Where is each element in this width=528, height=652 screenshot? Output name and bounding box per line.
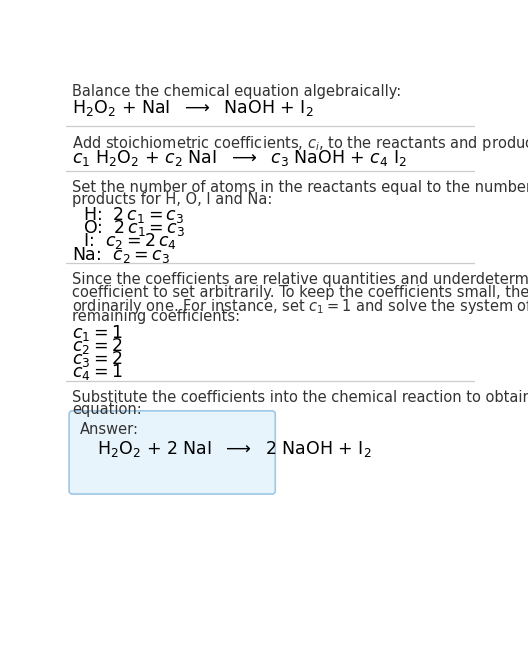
- FancyBboxPatch shape: [69, 411, 275, 494]
- Text: ordinarily one. For instance, set $c_1 = 1$ and solve the system of equations fo: ordinarily one. For instance, set $c_1 =…: [72, 297, 528, 316]
- Text: $c_2 = 2$: $c_2 = 2$: [72, 336, 122, 356]
- Text: Na:  $c_2 = c_3$: Na: $c_2 = c_3$: [72, 244, 170, 265]
- Text: Since the coefficients are relative quantities and underdetermined, choose a: Since the coefficients are relative quan…: [72, 273, 528, 288]
- Text: remaining coefficients:: remaining coefficients:: [72, 309, 240, 324]
- Text: Add stoichiometric coefficients, $c_i$, to the reactants and products:: Add stoichiometric coefficients, $c_i$, …: [72, 134, 528, 153]
- Text: coefficient to set arbitrarily. To keep the coefficients small, the arbitrary va: coefficient to set arbitrarily. To keep …: [72, 285, 528, 300]
- Text: I:  $c_2 = 2\,c_4$: I: $c_2 = 2\,c_4$: [83, 231, 177, 252]
- Text: $c_1 = 1$: $c_1 = 1$: [72, 323, 122, 343]
- Text: $\mathrm{H_2O_2}$ + NaI  $\longrightarrow$  NaOH + $\mathrm{I_2}$: $\mathrm{H_2O_2}$ + NaI $\longrightarrow…: [72, 98, 314, 118]
- Text: products for H, O, I and Na:: products for H, O, I and Na:: [72, 192, 272, 207]
- Text: H:  $2\,c_1 = c_3$: H: $2\,c_1 = c_3$: [83, 205, 184, 226]
- Text: equation:: equation:: [72, 402, 142, 417]
- Text: Set the number of atoms in the reactants equal to the number of atoms in the: Set the number of atoms in the reactants…: [72, 180, 528, 195]
- Text: $c_4 = 1$: $c_4 = 1$: [72, 363, 122, 382]
- Text: Balance the chemical equation algebraically:: Balance the chemical equation algebraica…: [72, 84, 401, 99]
- Text: Answer:: Answer:: [80, 422, 139, 437]
- Text: $c_3 = 2$: $c_3 = 2$: [72, 349, 122, 369]
- Text: Substitute the coefficients into the chemical reaction to obtain the balanced: Substitute the coefficients into the che…: [72, 390, 528, 405]
- Text: O:  $2\,c_1 = c_3$: O: $2\,c_1 = c_3$: [83, 218, 185, 239]
- Text: $\mathrm{H_2O_2}$ + 2 NaI  $\longrightarrow$  2 NaOH + $\mathrm{I_2}$: $\mathrm{H_2O_2}$ + 2 NaI $\longrightarr…: [97, 439, 372, 458]
- Text: $c_1\ \mathrm{H_2O_2}$ + $c_2$ NaI  $\longrightarrow$  $c_3$ NaOH + $c_4\ \mathr: $c_1\ \mathrm{H_2O_2}$ + $c_2$ NaI $\lon…: [72, 147, 407, 168]
